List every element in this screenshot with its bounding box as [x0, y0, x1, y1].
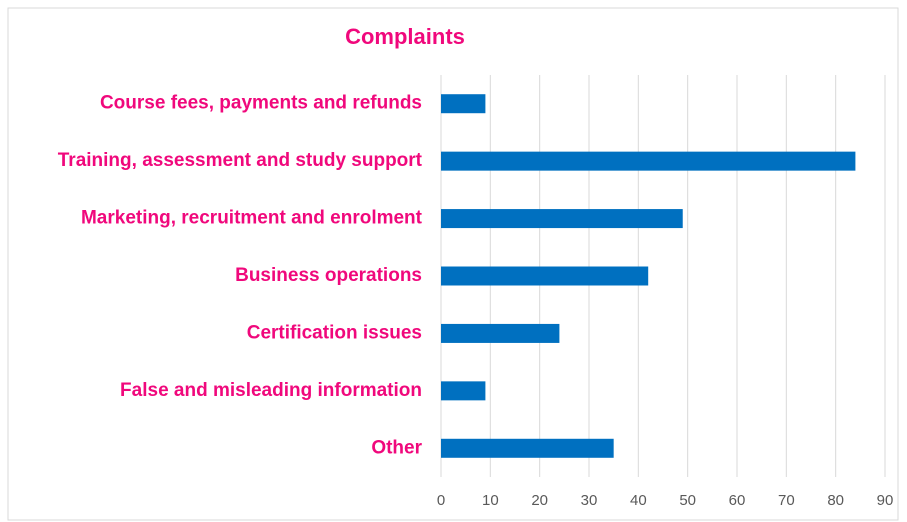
x-tick-label: 50: [679, 492, 696, 509]
y-tick-label: False and misleading information: [120, 380, 422, 401]
bar: [441, 151, 856, 171]
y-tick-label: Course fees, payments and refunds: [100, 93, 422, 114]
bar: [441, 381, 486, 401]
x-tick-label: 70: [778, 492, 795, 509]
x-tick-label: 90: [877, 492, 894, 509]
y-tick-label: Other: [371, 437, 422, 458]
x-tick-label: 60: [729, 492, 746, 509]
bar: [441, 266, 649, 286]
y-tick-label: Business operations: [235, 265, 422, 286]
x-tick-label: 20: [531, 492, 548, 509]
x-tick-label: 40: [630, 492, 647, 509]
bar: [441, 323, 560, 343]
x-tick-label: 30: [581, 492, 598, 509]
bar: [441, 438, 614, 458]
y-tick-label: Certification issues: [247, 322, 422, 343]
x-tick-label: 80: [827, 492, 844, 509]
bar: [441, 209, 683, 229]
chart-title: Complaints: [345, 24, 465, 49]
bar: [441, 94, 486, 114]
x-tick-label: 0: [437, 492, 445, 509]
y-tick-label: Marketing, recruitment and enrolment: [81, 208, 423, 229]
x-tick-label: 10: [482, 492, 499, 509]
chart-frame: [7, 7, 899, 521]
y-tick-label: Training, assessment and study support: [58, 150, 423, 171]
